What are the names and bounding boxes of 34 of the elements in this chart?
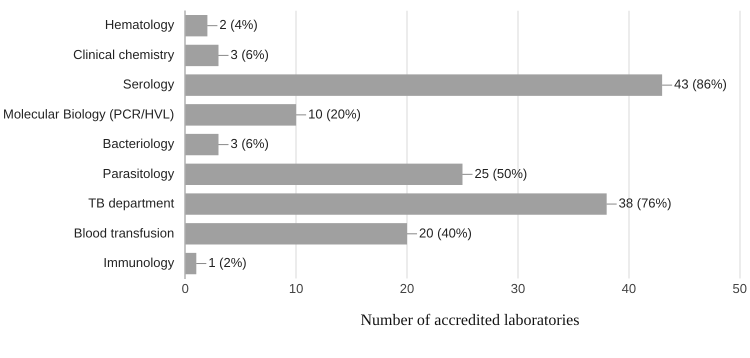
data-label: 3 (6%) [230,46,269,62]
bar [186,223,408,245]
data-label: 3 (6%) [230,136,269,152]
y-tick-label: Serology [122,76,175,92]
data-label: 2 (4%) [219,17,258,32]
y-tick-label: Hematology [104,17,175,32]
bar [186,44,218,66]
bar [186,164,462,186]
bar [186,134,218,156]
y-tick-label: Bacteriology [102,136,175,152]
bar [186,14,208,36]
x-tick-label: 30 [510,280,526,296]
bar [186,193,607,215]
x-tick-label: 10 [288,280,304,296]
y-tick-label: Parasitology [102,166,175,181]
bar [186,74,662,96]
data-label: 38 (76%) [618,196,672,211]
data-label: 25 (50%) [474,166,528,181]
data-label: 20 (40%) [419,225,472,240]
y-tick-label: Blood transfusion [74,225,174,240]
x-tick-label: 40 [622,280,636,296]
y-tick-label: Immunology [103,255,175,270]
data-label: 10 (20%) [308,106,361,122]
y-tick-label: Clinical chemistry [73,46,175,62]
data-label: 43 (86%) [674,76,727,92]
data-label: 1 (2%) [208,255,247,270]
y-tick-label: TB department [88,196,175,211]
bar [186,104,296,126]
y-tick-label: Molecular Biology (PCR/HVL) [2,106,174,122]
x-tick-label: 50 [732,280,748,296]
x-tick-label: 0 [182,280,189,296]
x-axis-title: Number of accredited laboratories [359,312,580,330]
bar [186,252,196,274]
x-tick-label: 20 [400,280,414,296]
